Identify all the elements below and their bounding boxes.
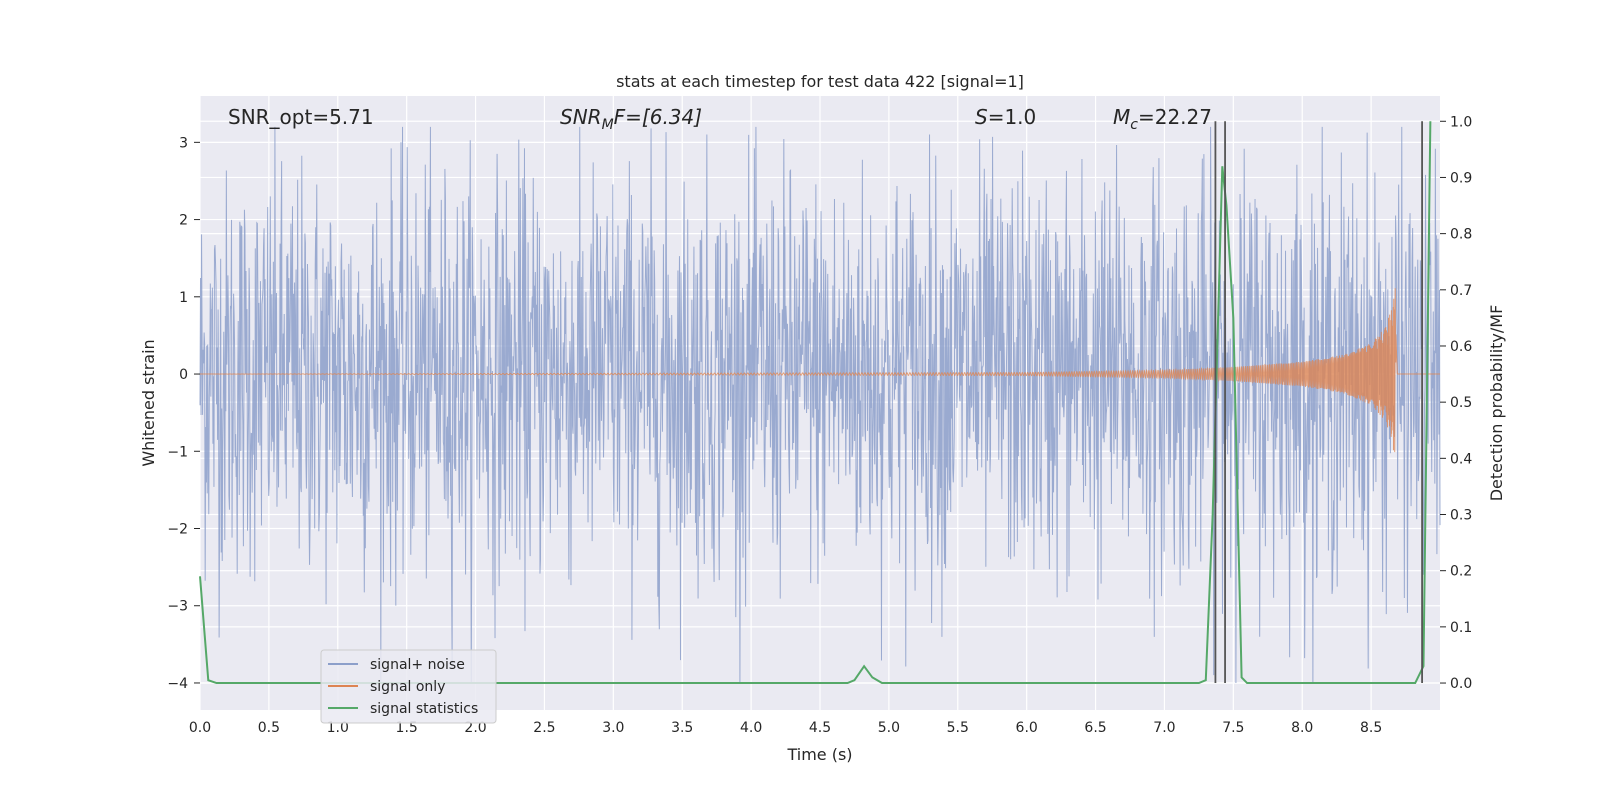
series-signal-only xyxy=(200,288,1440,453)
y-tick-label: −4 xyxy=(167,676,188,692)
x-axis-ticks: 0.0 0.5 1.0 1.5 2.0 2.5 3.0 3.5 4.0 4.5 5.0 5.5 6.0 6… xyxy=(189,720,1382,736)
y2-tick-label: 0.4 xyxy=(1450,451,1472,467)
legend-label-signal-statistics: signal statistics xyxy=(370,701,478,717)
x-tick-label: 2.5 xyxy=(533,720,555,736)
y-tick-label: 2 xyxy=(179,213,188,229)
y2-axis-label: Detection probability/MF xyxy=(1487,305,1506,502)
y2-tick-label: 0.1 xyxy=(1450,620,1472,636)
y2-tick-label: 0.2 xyxy=(1450,564,1472,580)
x-tick-label: 2.0 xyxy=(464,720,486,736)
y-tick-label: 0 xyxy=(179,367,188,383)
x-tick-label: 8.0 xyxy=(1291,720,1313,736)
y2-tick-label: 0.7 xyxy=(1450,283,1472,299)
x-tick-label: 5.5 xyxy=(947,720,969,736)
x-tick-label: 6.5 xyxy=(1084,720,1106,736)
x-tick-label: 0.5 xyxy=(258,720,280,736)
annotation-chirp-mass: Mc=22.27 xyxy=(1113,105,1212,133)
legend: signal+ noise signal only signal statist… xyxy=(320,649,497,724)
legend-box xyxy=(320,649,497,724)
y-tick-label: −2 xyxy=(167,522,188,538)
y2-tick-label: 0.8 xyxy=(1450,227,1472,243)
x-tick-label: 1.5 xyxy=(396,720,418,736)
x-tick-label: 7.5 xyxy=(1222,720,1244,736)
y2-tick-label: 1.0 xyxy=(1450,114,1472,130)
y-tick-label: −3 xyxy=(167,599,188,615)
y-tick-label: −1 xyxy=(167,444,188,460)
series-signal-noise xyxy=(199,126,1441,683)
y2-tick-label: 0.6 xyxy=(1450,339,1472,355)
vertical-lines xyxy=(1214,121,1423,684)
y2-tick-label: 0.0 xyxy=(1450,676,1472,692)
annotation-snr-opt: SNR_opt=5.71 xyxy=(228,105,374,129)
y2-tick-label: 0.9 xyxy=(1450,170,1472,186)
y-axis-ticks: −4 −3 −2 −1 0 1 2 3 xyxy=(167,135,200,692)
x-tick-label: 6.0 xyxy=(1016,720,1038,736)
y2-tick-label: 0.5 xyxy=(1450,395,1472,411)
annotation-s-stat: S=1.0 xyxy=(975,105,1036,129)
x-tick-label: 4.5 xyxy=(809,720,831,736)
signal-only-line xyxy=(200,288,1440,453)
y2-axis-ticks: 0.0 0.1 0.2 0.3 0.4 0.5 0.6 0.7 0.8 0.9 1.0 xyxy=(1440,114,1472,692)
x-tick-label: 5.0 xyxy=(878,720,900,736)
chart-title: stats at each timestep for test data 422… xyxy=(616,72,1024,91)
legend-label-signal-only: signal only xyxy=(370,679,445,695)
x-tick-label: 3.0 xyxy=(602,720,624,736)
y-tick-label: 3 xyxy=(179,135,188,151)
x-tick-label: 8.5 xyxy=(1360,720,1382,736)
y-tick-label: 1 xyxy=(179,290,188,306)
x-tick-label: 1.0 xyxy=(327,720,349,736)
x-tick-label: 4.0 xyxy=(740,720,762,736)
y-axis-label: Whitened strain xyxy=(139,339,158,466)
x-tick-label: 0.0 xyxy=(189,720,211,736)
y2-tick-label: 0.3 xyxy=(1450,508,1472,524)
legend-label-signal-noise: signal+ noise xyxy=(370,657,465,673)
annotation-snr-mf: SNRMF=[6.34] xyxy=(560,105,702,133)
signal-noise-line xyxy=(199,126,1441,683)
x-tick-label: 3.5 xyxy=(671,720,693,736)
x-tick-label: 7.0 xyxy=(1153,720,1175,736)
x-axis-label: Time (s) xyxy=(786,745,852,764)
